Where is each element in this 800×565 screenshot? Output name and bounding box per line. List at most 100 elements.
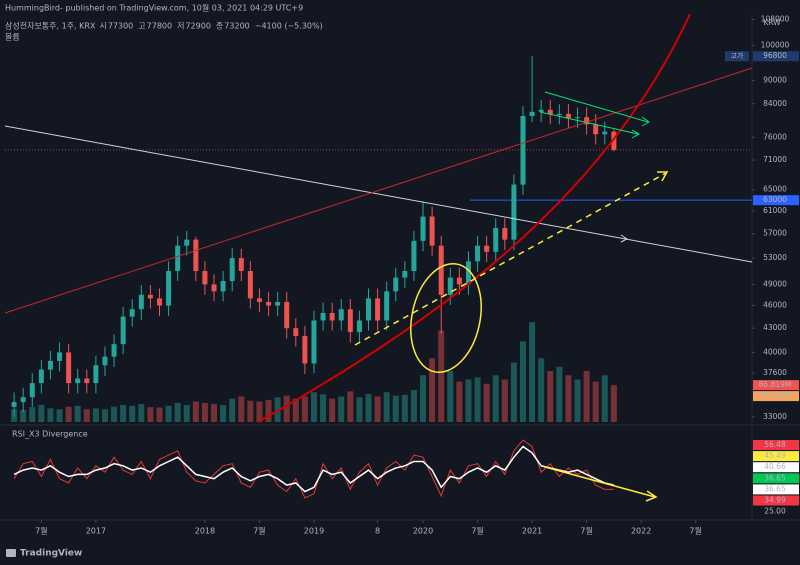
candle-body xyxy=(293,328,299,337)
volume-bar xyxy=(538,358,545,422)
rsi-badge xyxy=(753,495,799,506)
y-tick-label: 90000 xyxy=(763,76,787,85)
candle-body xyxy=(393,277,399,292)
volume-bar xyxy=(238,396,245,422)
legend-value: 72900 xyxy=(185,22,210,31)
volume-bar xyxy=(420,375,427,422)
y-tick-label: 43000 xyxy=(763,323,787,332)
volume-bar xyxy=(47,408,54,422)
rsi-badge xyxy=(753,484,799,495)
candle-body xyxy=(275,301,281,306)
volume-badge xyxy=(753,380,799,391)
x-tick-label: 2018 xyxy=(195,527,215,536)
curve xyxy=(257,13,691,423)
y-tick-label: 65000 xyxy=(763,185,787,194)
marks: 108000 100000 90000 84000 76000 71000 65000 610… xyxy=(5,15,799,536)
volume-bar xyxy=(192,401,199,422)
candle-body xyxy=(502,227,508,240)
candle-body xyxy=(438,245,444,295)
candle-body xyxy=(456,277,462,285)
rsi-badge-label: 45.49 xyxy=(764,451,786,460)
volume-bar xyxy=(565,375,572,422)
grid xyxy=(40,19,755,523)
candle-body xyxy=(384,291,390,321)
volume-bar xyxy=(374,396,381,422)
volume-bar xyxy=(383,392,390,422)
candle-body xyxy=(593,124,599,135)
x-tick-label: 7월 xyxy=(471,526,483,536)
candle-body xyxy=(338,309,344,321)
level-badge xyxy=(753,195,799,206)
high-tag: 고가 xyxy=(731,51,744,60)
dashed-trend xyxy=(354,172,667,346)
volume-bar xyxy=(20,410,27,422)
candle-body xyxy=(493,227,499,252)
candle-body xyxy=(529,111,535,116)
logo-icon xyxy=(6,549,16,557)
volume-title: 볼륨 xyxy=(5,32,20,42)
volume-bar xyxy=(201,402,208,422)
candle-body xyxy=(320,312,326,321)
candle-body xyxy=(29,383,35,398)
high-badge xyxy=(753,51,799,62)
volume-bar xyxy=(547,371,554,422)
candle-body xyxy=(147,294,153,299)
legend-key: 저 xyxy=(177,22,184,31)
y-tick-label: 46000 xyxy=(763,301,787,310)
candle-body xyxy=(266,301,272,306)
volume-bar xyxy=(265,399,272,422)
arrow-head xyxy=(657,171,669,182)
x-tick-label: 2017 xyxy=(86,527,106,536)
volume-bar xyxy=(292,398,299,422)
candle-body xyxy=(484,245,490,252)
y-tick-label: 84000 xyxy=(763,99,787,108)
volume-bar xyxy=(583,371,590,422)
volume-bar xyxy=(247,400,254,422)
volume-bar xyxy=(29,407,36,422)
rsi-badge-label: 40.66 xyxy=(764,462,786,471)
trendline xyxy=(4,125,753,263)
volume-bar xyxy=(320,394,327,422)
x-tick-label: 7월 xyxy=(580,526,592,536)
channel-line xyxy=(544,91,649,123)
volume-bar xyxy=(310,392,317,422)
arrow-head xyxy=(641,116,650,127)
candle-body xyxy=(75,378,81,384)
rsi-badge xyxy=(753,506,799,517)
volume-bar xyxy=(474,377,481,422)
volume-bar xyxy=(111,406,118,422)
volume-bar xyxy=(183,405,190,422)
y-tick-label: 53000 xyxy=(763,253,787,262)
candle-body xyxy=(575,117,581,119)
volume-bar xyxy=(529,322,536,422)
volume-avg-badge xyxy=(753,391,799,402)
y-tick-label: 100000 xyxy=(761,40,790,49)
candle-body xyxy=(193,239,199,271)
candle-body xyxy=(84,378,90,384)
volume-bar xyxy=(501,379,508,422)
volume-bar xyxy=(101,409,108,422)
candle-body xyxy=(156,298,162,306)
candle-body xyxy=(556,113,562,115)
volume-bar xyxy=(592,381,599,422)
volume-bar xyxy=(338,396,345,422)
volume-bar xyxy=(256,401,263,422)
arrow-head xyxy=(645,490,658,502)
candle-body xyxy=(366,298,372,321)
candle-body xyxy=(256,298,262,302)
volume-bar xyxy=(38,405,45,422)
candle-body xyxy=(184,239,190,246)
volume-last-label: 86.819M xyxy=(759,380,792,389)
candle-body xyxy=(38,369,44,384)
volume-bar xyxy=(510,362,517,422)
y-tick-label: 108000 xyxy=(761,15,790,24)
volume-bar xyxy=(483,383,490,422)
y-tick-label: 76000 xyxy=(763,132,787,141)
y-tick-label: 37600 xyxy=(763,368,787,377)
candle-body xyxy=(329,312,335,321)
volume-bar xyxy=(211,404,218,422)
y-tick-label: 61000 xyxy=(763,206,787,215)
